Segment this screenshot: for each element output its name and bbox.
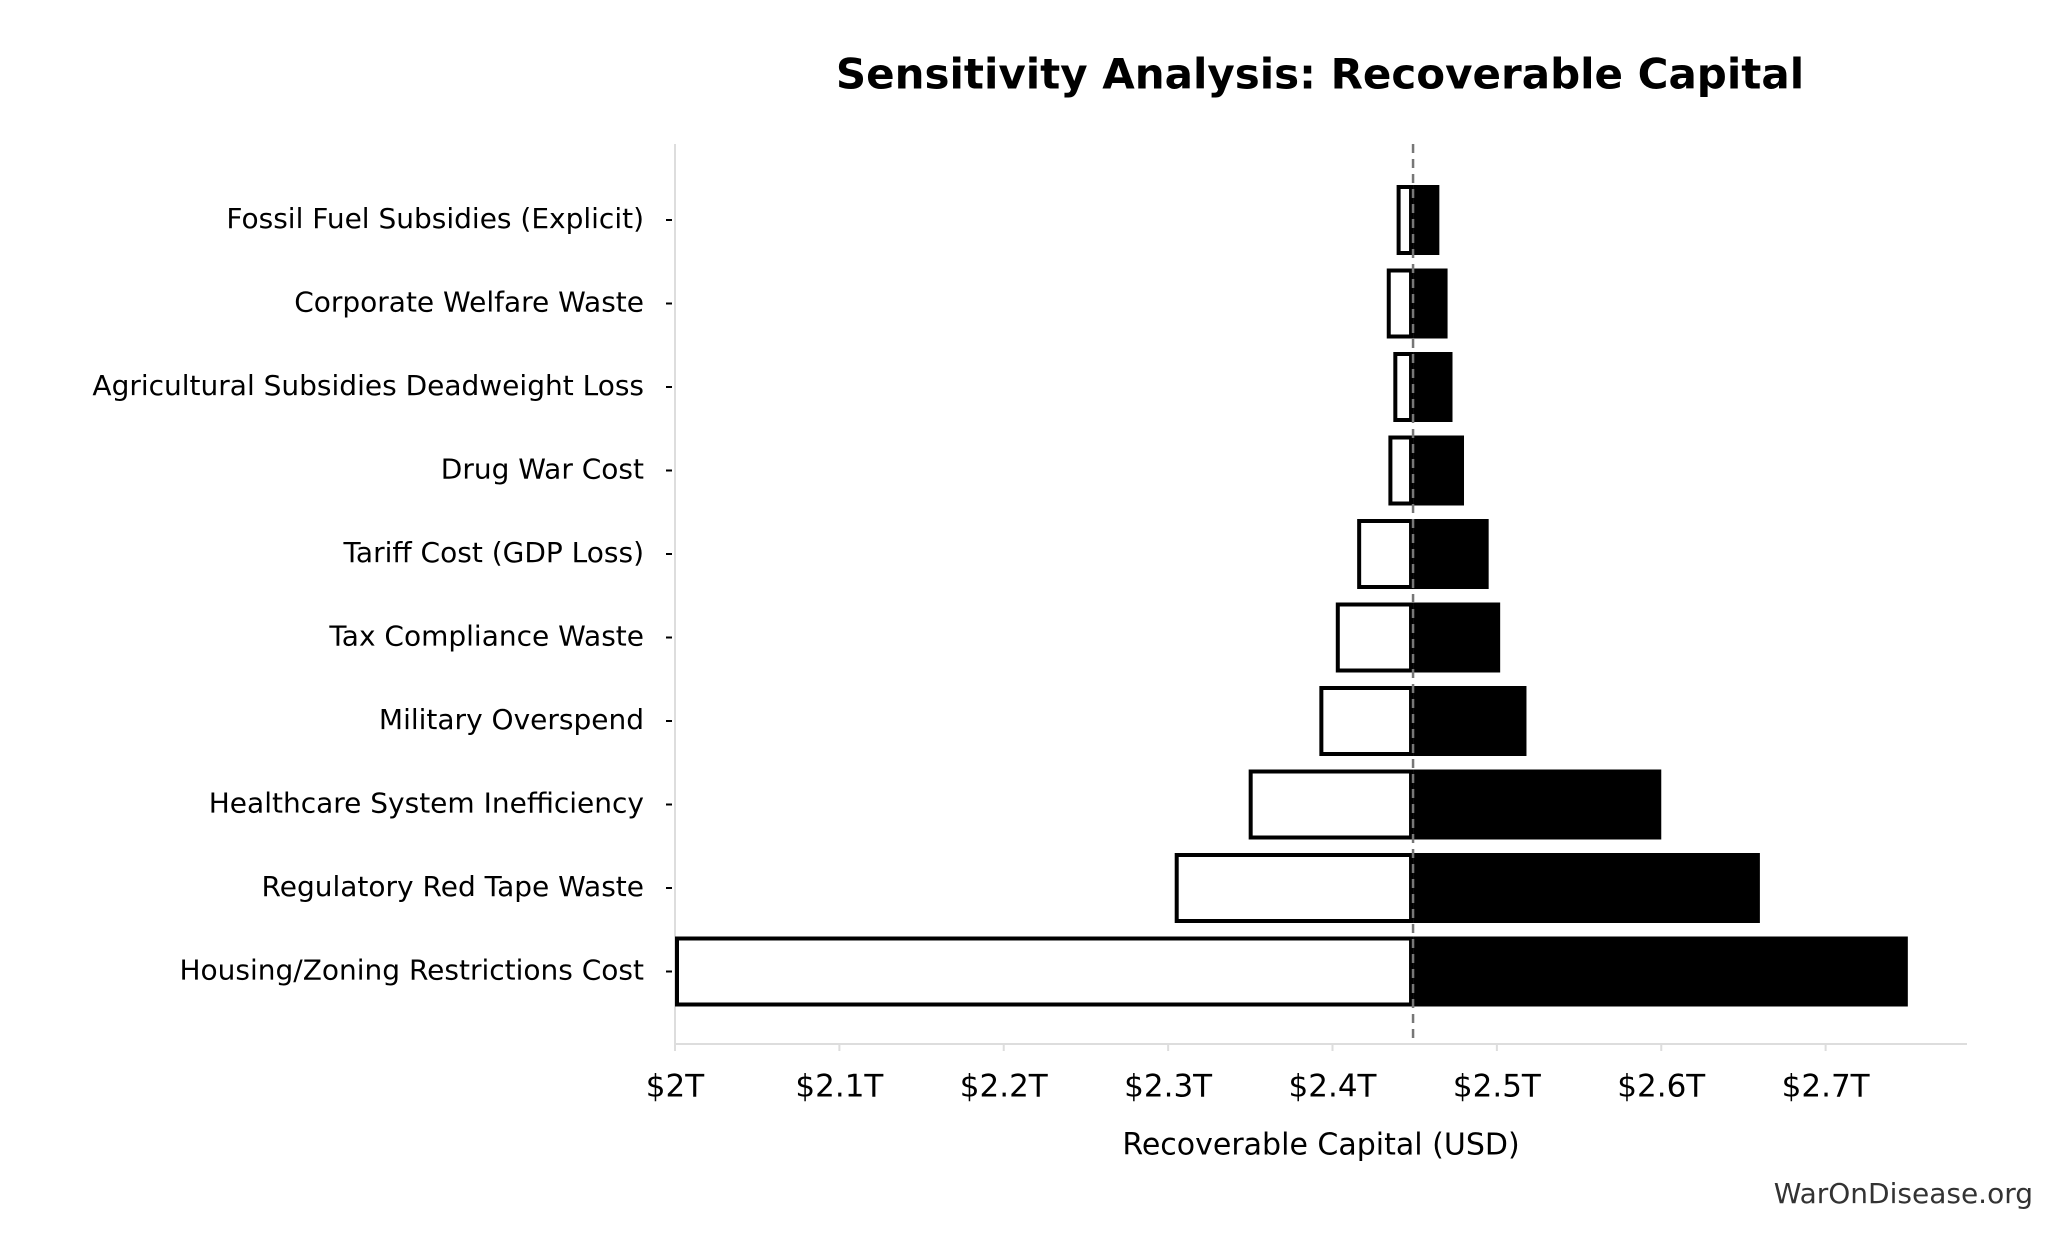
x-tick-label: $2T [646, 1069, 705, 1105]
bar-high [1413, 936, 1908, 1007]
bar-low [1248, 769, 1414, 840]
x-tick-label: $2.2T [960, 1069, 1049, 1105]
x-tick-label: $2.5T [1453, 1069, 1542, 1105]
y-tick-label: Military Overspend [379, 703, 644, 736]
x-tick-label: $2.4T [1289, 1069, 1378, 1105]
bar-low [1386, 268, 1414, 339]
x-tick-label: $2.6T [1617, 1069, 1706, 1105]
y-tick-label: Healthcare System Inefficiency [209, 787, 644, 820]
bar-low [1393, 352, 1414, 422]
bar-low [1396, 185, 1414, 255]
y-tick-label: Drug War Cost [441, 453, 644, 486]
x-tick-label: $2.7T [1782, 1069, 1871, 1105]
bar-high [1413, 686, 1527, 756]
source-label: WarOnDisease.org [1774, 1177, 2033, 1210]
y-tick-label: Regulatory Red Tape Waste [262, 870, 644, 903]
bar-high [1413, 769, 1662, 840]
bar-low [1388, 435, 1414, 506]
y-tick-label: Tax Compliance Waste [328, 620, 644, 653]
bar-high [1413, 352, 1453, 422]
x-tick-label: $2.1T [795, 1069, 884, 1105]
bar-low [1319, 686, 1414, 756]
y-tick-label: Tariff Cost (GDP Loss) [342, 536, 644, 569]
x-axis-label: Recoverable Capital (USD) [1122, 1128, 1519, 1163]
x-tick-label: $2.3T [1124, 1069, 1213, 1105]
y-tick-label: Corporate Welfare Waste [294, 286, 644, 319]
bar-low [675, 936, 1414, 1007]
bar-low [1357, 519, 1414, 589]
y-tick-label: Agricultural Subsidies Deadweight Loss [92, 369, 644, 402]
bar-high [1413, 435, 1465, 506]
bar-high [1413, 185, 1440, 255]
chart-title: Sensitivity Analysis: Recoverable Capita… [836, 50, 1804, 99]
y-tick-label: Fossil Fuel Subsidies (Explicit) [226, 202, 644, 235]
bar-high [1413, 519, 1489, 589]
bar-high [1413, 853, 1760, 923]
bar-low [1174, 853, 1414, 923]
bar-high [1413, 602, 1501, 673]
bar-high [1413, 268, 1448, 339]
y-tick-label: Housing/Zoning Restrictions Cost [179, 954, 644, 987]
bar-low [1335, 602, 1414, 673]
